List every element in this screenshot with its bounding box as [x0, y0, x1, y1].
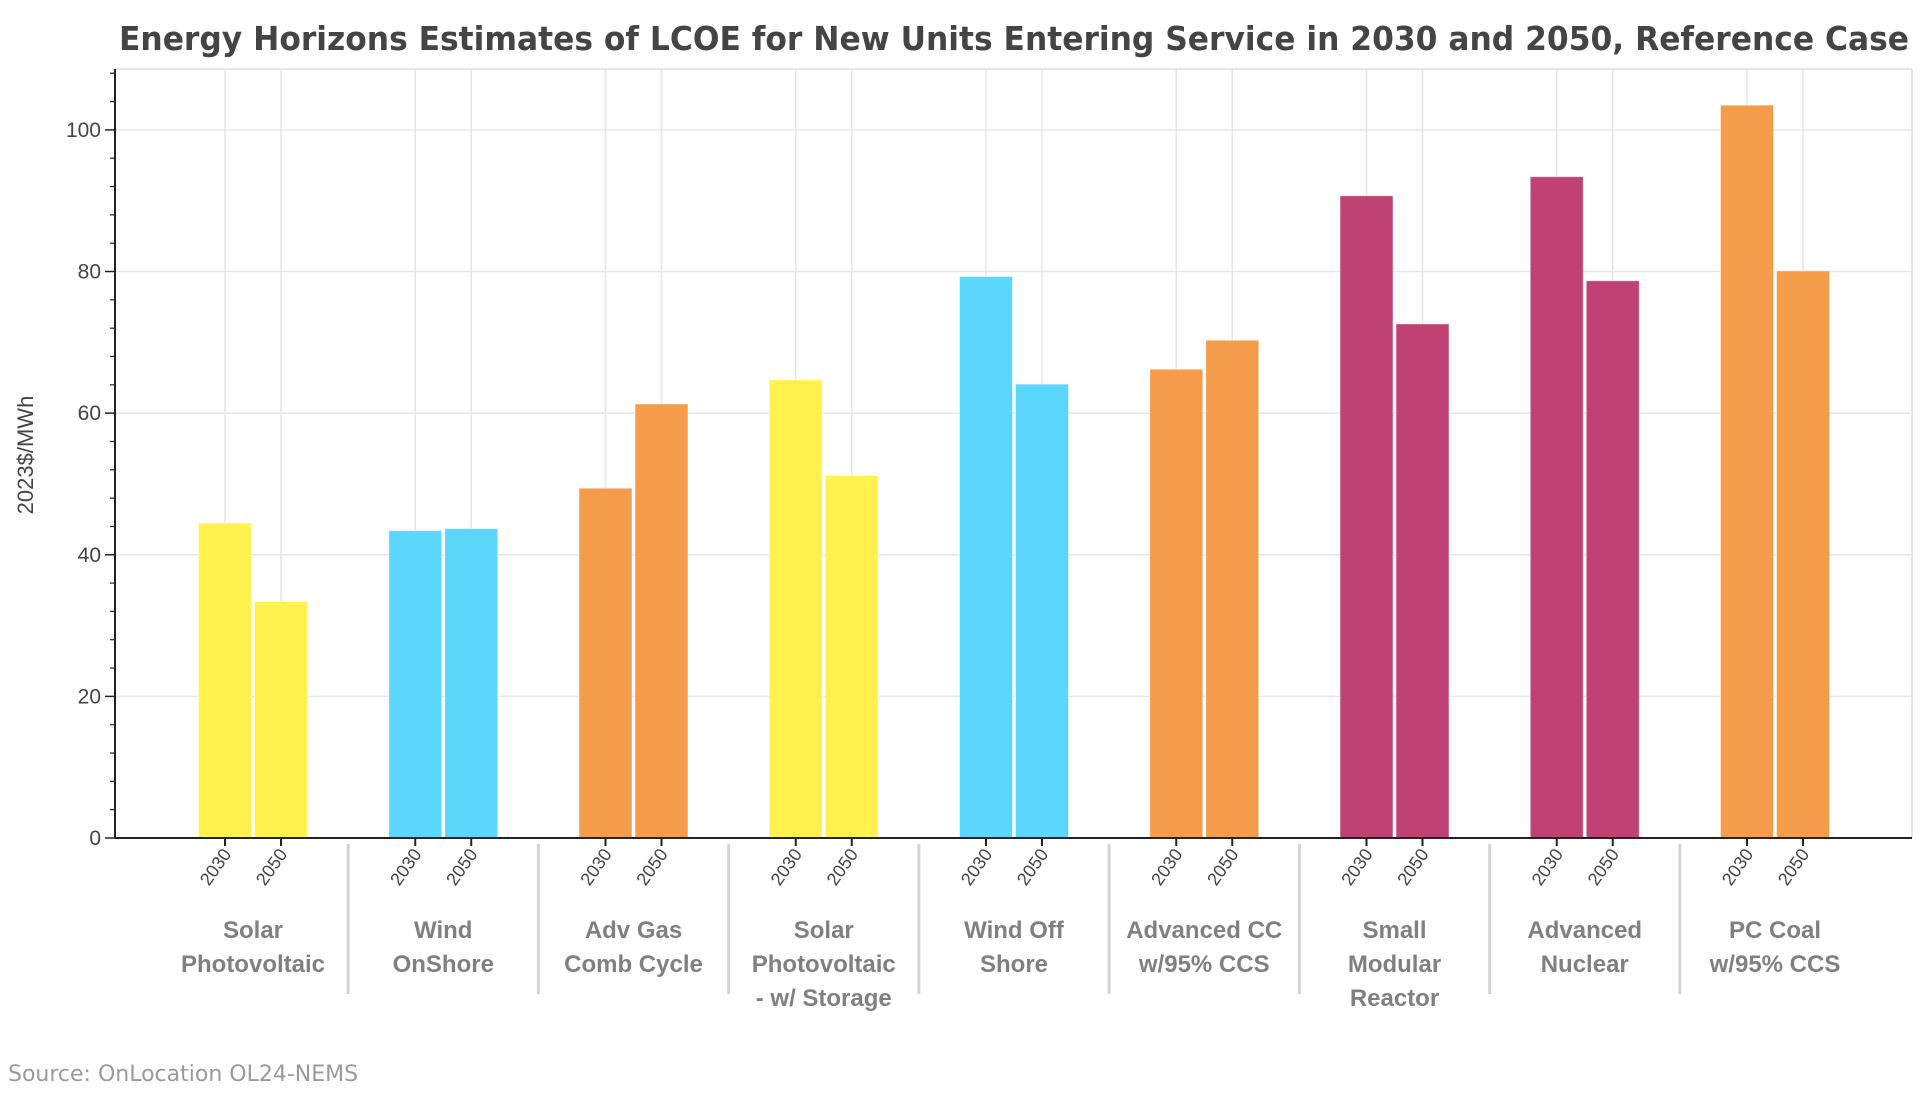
year-tick-label: 2050 — [1584, 845, 1623, 889]
year-tick-label: 2030 — [576, 845, 615, 889]
year-tick-label: 2030 — [196, 845, 235, 889]
category-label: Solar — [794, 917, 854, 944]
bar-2030-0 — [198, 522, 252, 839]
category-label: Adv Gas — [585, 917, 682, 944]
y-tick-label: 100 — [66, 119, 101, 142]
category-label: Wind — [414, 917, 472, 944]
year-tick-label: 2050 — [1393, 845, 1432, 889]
bar-2050-3 — [824, 474, 879, 839]
category-label: Modular — [1348, 951, 1441, 978]
bar-2030-1 — [388, 530, 443, 839]
year-tick-label: 2050 — [632, 845, 671, 889]
category-label: Solar — [223, 917, 283, 944]
chart-title: Energy Horizons Estimates of LCOE for Ne… — [119, 19, 1909, 58]
category-label: Advanced CC — [1126, 917, 1282, 944]
bar-2050-4 — [1015, 383, 1069, 839]
bar-2030-4 — [959, 275, 1013, 839]
bar-2030-5 — [1149, 368, 1204, 839]
bar-2050-8 — [1776, 270, 1830, 839]
category-label: Comb Cycle — [564, 951, 703, 978]
bar-2030-8 — [1720, 104, 1774, 839]
year-tick-label: 2050 — [252, 845, 291, 889]
year-tick-label: 2050 — [1203, 845, 1242, 889]
category-label: OnShore — [393, 951, 494, 978]
category-label: Photovoltaic — [181, 951, 325, 978]
year-tick-label: 2030 — [1718, 845, 1757, 889]
category-label: - w/ Storage — [756, 985, 892, 1012]
year-tick-label: 2050 — [1013, 845, 1052, 889]
bar-2050-2 — [634, 403, 689, 839]
year-tick-label: 2050 — [823, 845, 862, 889]
source-note: Source: OnLocation OL24-NEMS — [8, 1062, 358, 1087]
category-label: w/95% CCS — [1709, 951, 1841, 978]
bar-2030-2 — [578, 487, 633, 839]
bar-2030-7 — [1529, 176, 1584, 839]
category-label: Small — [1362, 917, 1426, 944]
category-label: Photovoltaic — [752, 951, 896, 978]
bar-2050-7 — [1585, 280, 1640, 839]
category-label: Shore — [980, 951, 1048, 978]
year-tick-label: 2030 — [767, 845, 806, 889]
gridlines — [115, 68, 1913, 838]
year-tick-label: 2030 — [386, 845, 425, 889]
y-tick-label: 0 — [89, 827, 101, 850]
y-tick-label: 20 — [78, 685, 101, 708]
y-axis-label: 2023$/MWh — [13, 396, 38, 515]
category-label: PC Coal — [1729, 917, 1821, 944]
bar-2030-3 — [768, 379, 823, 839]
bar-2050-1 — [444, 528, 499, 839]
category-label: Wind Off — [964, 917, 1065, 944]
category-label: Reactor — [1350, 985, 1439, 1012]
y-tick-label: 80 — [78, 261, 101, 284]
year-tick-label: 2050 — [442, 845, 481, 889]
axes — [105, 69, 1912, 994]
year-tick-label: 2030 — [1528, 845, 1567, 889]
year-tick-label: 2030 — [1337, 845, 1376, 889]
bar-2050-6 — [1395, 323, 1450, 839]
bar-2050-0 — [254, 600, 308, 839]
y-tick-label: 60 — [78, 402, 101, 425]
bars — [198, 104, 1830, 839]
category-label: w/95% CCS — [1138, 951, 1270, 978]
bar-2030-6 — [1339, 195, 1394, 839]
y-tick-label: 40 — [78, 544, 101, 567]
category-label: Advanced — [1527, 917, 1642, 944]
year-tick-label: 2030 — [957, 845, 996, 889]
bar-2050-5 — [1205, 339, 1260, 839]
year-tick-label: 2030 — [1147, 845, 1186, 889]
year-tick-label: 2050 — [1774, 845, 1813, 889]
category-label: Nuclear — [1541, 951, 1629, 978]
